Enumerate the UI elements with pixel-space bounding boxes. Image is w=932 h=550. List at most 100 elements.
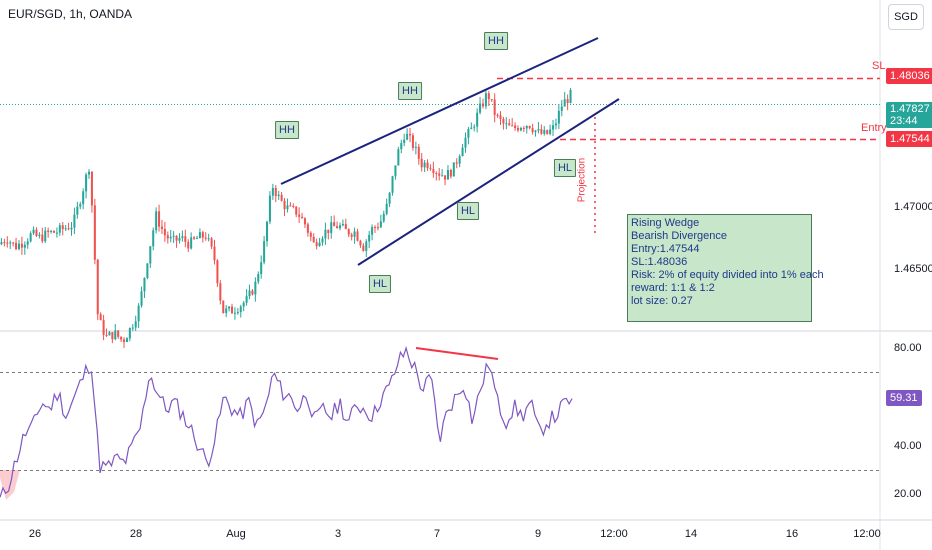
candle-body bbox=[552, 125, 555, 130]
candle-body bbox=[295, 206, 298, 215]
candle-body bbox=[105, 334, 108, 336]
price-tick: 1.47000 bbox=[894, 201, 932, 213]
candle-body bbox=[461, 147, 464, 157]
candle-body bbox=[444, 175, 447, 180]
candle-body bbox=[260, 262, 263, 275]
ticker-title: EUR/SGD, 1h, OANDA bbox=[8, 7, 133, 21]
time-tick: Aug bbox=[226, 528, 246, 540]
candle-body bbox=[73, 214, 76, 228]
time-tick: 16 bbox=[785, 528, 799, 540]
candle-body bbox=[9, 242, 12, 244]
candle-body bbox=[283, 200, 286, 210]
candle-body bbox=[333, 222, 336, 227]
candle-body bbox=[35, 229, 38, 236]
candle-body bbox=[55, 232, 58, 234]
candle-body bbox=[225, 308, 228, 314]
rsi-line bbox=[0, 345, 573, 498]
candle-body bbox=[499, 115, 502, 119]
candle-body bbox=[149, 246, 152, 264]
rsi-tick: 40.00 bbox=[894, 440, 922, 452]
candle-body bbox=[216, 260, 219, 284]
time-tick: 7 bbox=[433, 528, 441, 540]
candle-body bbox=[146, 263, 149, 278]
candle-body bbox=[181, 236, 184, 239]
candle-body bbox=[254, 281, 257, 295]
note-line: Entry:1.47544 bbox=[631, 243, 700, 255]
candle-body bbox=[490, 99, 493, 101]
candle-body bbox=[411, 135, 414, 148]
note-line: SL:1.48036 bbox=[631, 256, 688, 268]
candle-body bbox=[525, 126, 528, 129]
candle-body bbox=[341, 223, 344, 226]
candle-body bbox=[429, 168, 432, 170]
candle-body bbox=[312, 236, 315, 243]
candle-body bbox=[406, 133, 409, 140]
candle-body bbox=[137, 305, 140, 322]
candle-body bbox=[204, 237, 207, 239]
candle-body bbox=[505, 123, 508, 125]
candle-body bbox=[487, 93, 490, 100]
candle-body bbox=[289, 205, 292, 207]
candle-body bbox=[158, 211, 161, 227]
candle-body bbox=[449, 170, 452, 177]
candle-body bbox=[263, 241, 266, 263]
candle-body bbox=[140, 291, 143, 306]
candle-body bbox=[271, 187, 274, 196]
candle-body bbox=[61, 225, 64, 230]
overlay bbox=[0, 37, 880, 266]
candle-body bbox=[309, 232, 312, 237]
candle-body bbox=[315, 242, 318, 247]
candle-body bbox=[470, 127, 473, 130]
candle-body bbox=[228, 306, 231, 309]
candle-body bbox=[502, 118, 505, 124]
time-tick: 12:00 bbox=[600, 528, 628, 540]
candle-body bbox=[198, 232, 201, 239]
note-line: lot size: 0.27 bbox=[631, 295, 693, 307]
candle-body bbox=[356, 231, 359, 241]
rsi-pane bbox=[0, 345, 880, 500]
candle-body bbox=[82, 191, 85, 205]
candle-body bbox=[496, 114, 499, 116]
candle-body bbox=[3, 242, 6, 244]
note-line: reward: 1:1 & 1:2 bbox=[631, 282, 715, 294]
candle-body bbox=[163, 228, 166, 236]
candle-body bbox=[193, 237, 196, 239]
candle-body bbox=[409, 133, 412, 136]
candle-body bbox=[338, 225, 342, 229]
candle-body bbox=[64, 228, 67, 230]
candle-body bbox=[41, 234, 44, 242]
projection-label: Projection bbox=[576, 157, 588, 203]
rsi-tick: 80.00 bbox=[894, 342, 922, 354]
candle-body bbox=[566, 99, 569, 103]
note-line: Bearish Divergence bbox=[631, 230, 727, 242]
candle-body bbox=[414, 146, 417, 148]
candle-body bbox=[172, 235, 175, 237]
candle-body bbox=[152, 230, 155, 247]
candle-body bbox=[522, 128, 525, 130]
candle-body bbox=[201, 232, 204, 238]
candle-body bbox=[219, 283, 222, 301]
candle-body bbox=[379, 221, 382, 228]
pattern-label-hh: HH bbox=[275, 121, 299, 139]
candle-body bbox=[239, 306, 242, 313]
candle-body bbox=[347, 229, 350, 235]
candle-body bbox=[455, 162, 458, 164]
candle-body bbox=[50, 230, 53, 232]
note-line: Risk: 2% of equity divided into 1% each bbox=[631, 269, 824, 281]
candle-body bbox=[388, 192, 391, 204]
entry-price-tag: 1.47544 bbox=[886, 131, 932, 147]
candle-body bbox=[166, 235, 169, 239]
candle-body bbox=[213, 246, 216, 261]
candle-body bbox=[155, 211, 158, 231]
currency-button[interactable]: SGD bbox=[888, 4, 924, 30]
candle-body bbox=[87, 171, 91, 175]
divergence-line bbox=[415, 347, 499, 360]
candle-body bbox=[531, 128, 534, 133]
candle-body bbox=[318, 242, 321, 247]
candle-body bbox=[17, 243, 20, 250]
candle-body bbox=[242, 302, 245, 307]
candle-body bbox=[26, 241, 29, 245]
candle-body bbox=[511, 125, 514, 127]
candle-body bbox=[452, 162, 455, 177]
